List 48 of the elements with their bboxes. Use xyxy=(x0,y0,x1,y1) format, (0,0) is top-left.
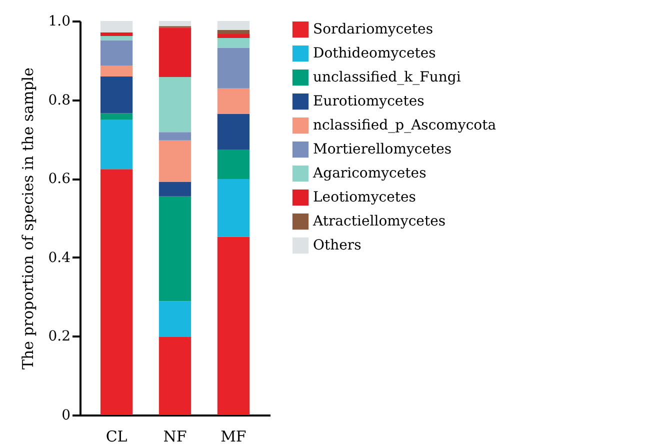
bar xyxy=(100,76,133,114)
y-tick-label: 0 xyxy=(62,408,70,424)
legend-label: Sordariomycetes xyxy=(313,22,434,38)
bar xyxy=(100,32,133,36)
bar xyxy=(217,88,250,114)
legend-label: Eurotiomycetes xyxy=(313,94,424,110)
y-tick-label: 0.2 xyxy=(48,328,70,345)
bar xyxy=(100,113,133,120)
bar xyxy=(100,21,133,32)
legend-label: Others xyxy=(313,238,362,254)
bar xyxy=(217,150,250,179)
bar xyxy=(217,48,250,88)
y-tick-label: 1.0 xyxy=(48,14,70,30)
bar xyxy=(158,132,192,140)
bar xyxy=(100,120,133,170)
y-tick-label: 0.6 xyxy=(48,171,71,188)
bar xyxy=(158,336,192,415)
x-tick-label: CL xyxy=(106,428,128,445)
bar xyxy=(100,36,133,40)
y-tick-label: 0.8 xyxy=(48,92,70,108)
x-tick-label: MF xyxy=(220,428,246,445)
bar xyxy=(158,28,192,77)
bar xyxy=(158,140,192,182)
y-axis-title: The proportion of species in the sample xyxy=(19,67,38,370)
bar xyxy=(158,196,192,302)
y-tick-label: 0.4 xyxy=(48,250,71,266)
bar xyxy=(217,38,250,48)
x-tick-label: NF xyxy=(163,428,187,445)
bar xyxy=(158,182,192,196)
bar xyxy=(217,114,250,150)
bar xyxy=(217,30,250,34)
bar xyxy=(217,236,250,415)
bar xyxy=(217,34,250,38)
legend-label: Leotiomycetes xyxy=(313,190,416,206)
bar xyxy=(100,169,133,415)
bar xyxy=(158,301,192,337)
bar xyxy=(217,178,250,237)
bar xyxy=(100,40,133,66)
legend-label: unclassified_k_Fungi xyxy=(313,70,462,86)
bar xyxy=(158,21,192,26)
bar xyxy=(158,76,192,132)
legend-label: nclassified_p_Ascomycota xyxy=(313,118,496,134)
legend-label: Atractiellomycetes xyxy=(312,214,446,230)
legend-label: Agaricomycetes xyxy=(312,166,426,182)
legend-label: Dothideomycetes xyxy=(313,46,436,62)
bar xyxy=(217,21,250,30)
legend-label: Mortierellomycetes xyxy=(313,142,452,158)
bar xyxy=(100,66,133,77)
